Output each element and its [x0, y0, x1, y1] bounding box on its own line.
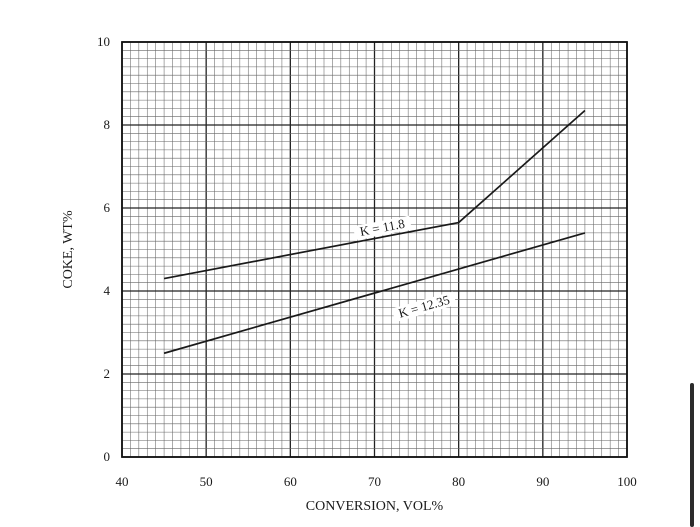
series-label-backdrop	[391, 291, 457, 323]
x-tick-label: 40	[116, 474, 129, 489]
x-tick-label: 90	[536, 474, 549, 489]
series-label-1: K = 11.8	[359, 216, 407, 239]
x-tick-labels: 40 50 60 70 80 90 100	[116, 474, 637, 489]
x-axis-label: CONVERSION, VOL%	[306, 499, 444, 514]
plot-frame	[121, 41, 628, 458]
y-tick-label: 6	[104, 200, 111, 215]
y-tick-label: 10	[97, 34, 110, 49]
series-line-2	[163, 232, 586, 355]
x-tick-label: 70	[368, 474, 381, 489]
series-label-backdrop	[352, 215, 412, 241]
x-tick-label: 50	[200, 474, 213, 489]
y-tick-label: 8	[104, 117, 111, 132]
vertical-scrollbar[interactable]	[690, 383, 694, 527]
x-tick-label: 60	[284, 474, 297, 489]
x-tick-label: 80	[452, 474, 465, 489]
x-tick-label: 100	[617, 474, 637, 489]
y-tick-labels: 0 2 4 6 8 10	[97, 34, 111, 464]
series-label-2: K = 12.35	[397, 292, 452, 321]
y-tick-label: 2	[104, 366, 111, 381]
series-label-group-2: K = 12.35	[391, 291, 457, 323]
series-line-1	[163, 109, 586, 280]
y-axis-label: COKE, WT%	[61, 210, 76, 289]
y-tick-label: 4	[104, 283, 111, 298]
chart-grid	[121, 41, 628, 458]
y-tick-label: 0	[104, 449, 111, 464]
